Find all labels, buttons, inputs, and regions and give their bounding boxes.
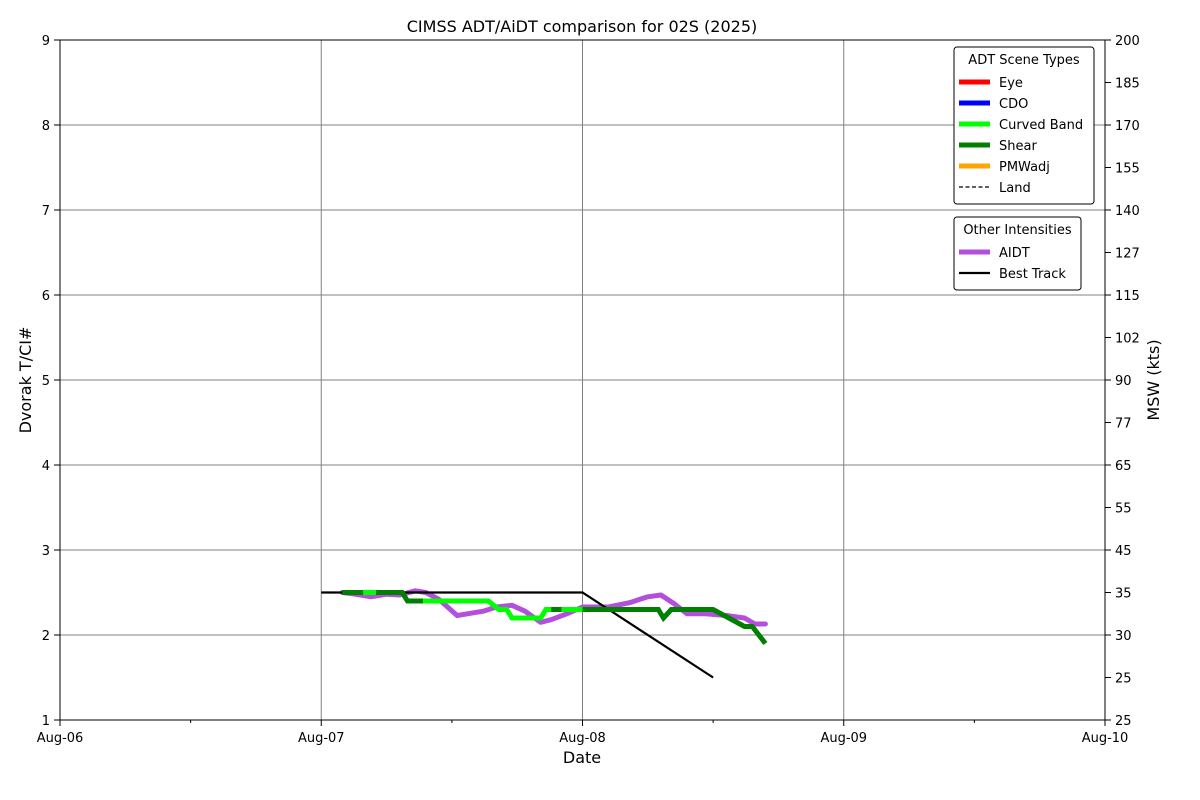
legend-box — [953, 216, 1082, 291]
y-right-tick-label: 170 — [1115, 119, 1140, 134]
y-right-tick-label: 25 — [1115, 672, 1132, 687]
y-tick-label: 9 — [42, 34, 50, 49]
y-right-tick-label: 140 — [1115, 204, 1140, 219]
adt-segment-curved-band — [423, 598, 552, 621]
y-right-tick-label: 30 — [1115, 629, 1132, 644]
y-right-tick-label: 115 — [1115, 289, 1140, 304]
x-axis-label: Date — [563, 748, 601, 767]
y-tick-label: 5 — [42, 374, 50, 389]
y-axis-right-label: MSW (kts) — [1144, 339, 1163, 420]
adt-segment-shear — [376, 590, 424, 604]
y-right-tick-label: 77 — [1115, 417, 1132, 432]
chart-title: CIMSS ADT/AiDT comparison for 02S (2025) — [407, 17, 758, 36]
legend-entry-label: Curved Band — [999, 118, 1083, 133]
y-right-tick-label: 35 — [1115, 587, 1132, 602]
legend-entry-label: Eye — [999, 76, 1023, 91]
y-right-tick-label: 65 — [1115, 459, 1132, 474]
y-tick-label: 8 — [42, 119, 50, 134]
y-tick-label: 1 — [42, 714, 50, 729]
y-right-tick-label: 127 — [1115, 247, 1140, 262]
legend-entry-label: Best Track — [999, 267, 1066, 282]
legend-entry-label: PMWadj — [999, 160, 1050, 175]
x-tick-label: Aug-10 — [1082, 731, 1129, 746]
x-tick-label: Aug-07 — [298, 731, 345, 746]
y-right-tick-label: 25 — [1115, 714, 1132, 729]
y-right-tick-label: 45 — [1115, 544, 1132, 559]
y-axis-label: Dvorak T/CI# — [16, 327, 35, 434]
best-track-line — [321, 591, 714, 679]
x-tick-label: Aug-09 — [820, 731, 867, 746]
legend-entry-label: AIDT — [999, 246, 1030, 261]
legend-entry-label: CDO — [999, 97, 1028, 112]
y-right-tick-label: 90 — [1115, 374, 1132, 389]
legend-scene-types: ADT Scene Types Eye CDO Curved Band Shear PMW… — [953, 46, 1095, 205]
y-right-tick-label: 185 — [1115, 77, 1140, 92]
axis-layer: Aug-06 Aug-07 Aug-08 Aug-09 Aug-101234567892… — [37, 34, 1140, 746]
y-right-tick-label: 55 — [1115, 502, 1132, 517]
legend-title: ADT Scene Types — [968, 53, 1080, 68]
y-tick-label: 4 — [42, 459, 50, 474]
y-tick-label: 7 — [42, 204, 50, 219]
grid-layer — [60, 40, 1105, 720]
y-tick-label: 6 — [42, 289, 50, 304]
y-tick-label: 3 — [42, 544, 50, 559]
x-tick-label: Aug-08 — [559, 731, 606, 746]
y-tick-label: 2 — [42, 629, 50, 644]
adt-segment-shear — [582, 607, 768, 646]
x-tick-label: Aug-06 — [37, 731, 84, 746]
y-right-tick-label: 155 — [1115, 162, 1140, 177]
y-right-tick-label: 200 — [1115, 34, 1140, 49]
legend-other-intensities: Other Intensities AIDT Best Track — [953, 216, 1082, 291]
legend-title: Other Intensities — [963, 223, 1072, 238]
y-right-tick-label: 102 — [1115, 332, 1140, 347]
series-layer — [321, 588, 768, 679]
legend-entry-label: Shear — [999, 139, 1037, 154]
legend-entry-label: Land — [999, 181, 1031, 196]
